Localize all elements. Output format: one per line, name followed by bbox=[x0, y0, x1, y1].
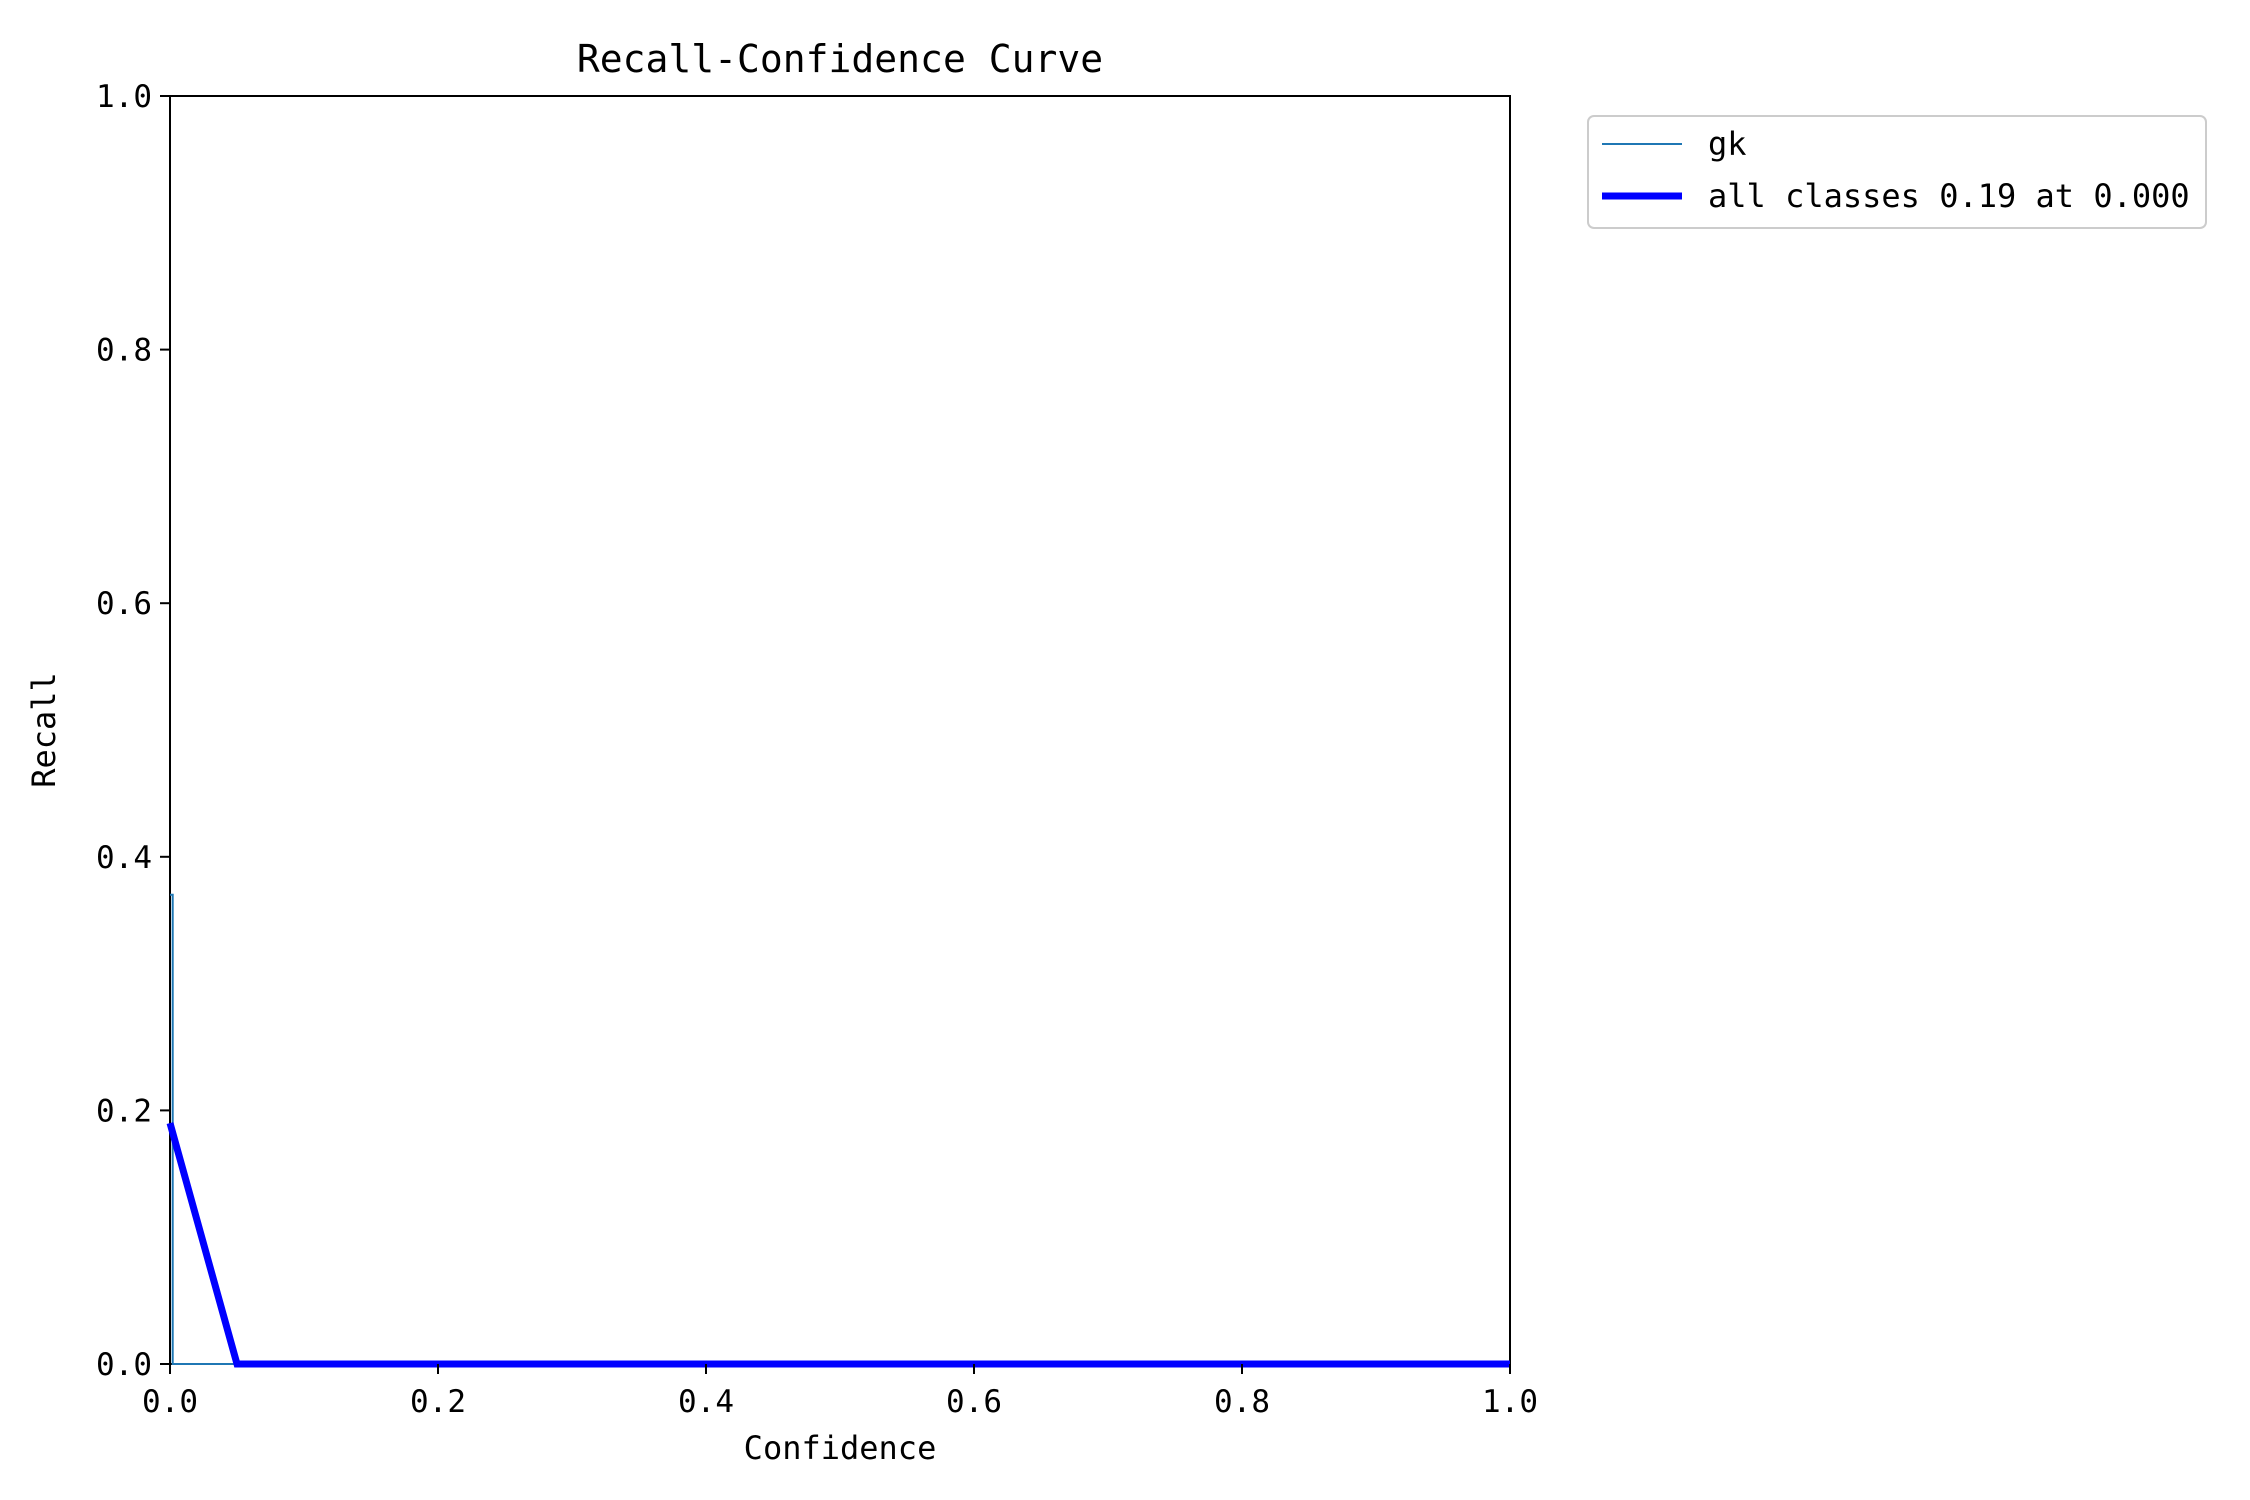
y-tick-label: 0.6 bbox=[96, 586, 152, 622]
x-tick-label: 0.0 bbox=[142, 1384, 198, 1420]
y-axis: 0.0 0.2 0.4 0.6 0.8 1.0 bbox=[96, 79, 170, 1383]
chart-title: Recall-Confidence Curve bbox=[577, 37, 1103, 81]
y-tick-label: 1.0 bbox=[96, 79, 152, 115]
x-axis: 0.0 0.2 0.4 0.6 0.8 1.0 bbox=[142, 1364, 1538, 1420]
x-tick-label: 0.2 bbox=[410, 1384, 466, 1420]
x-tick-label: 1.0 bbox=[1482, 1384, 1538, 1420]
legend-box bbox=[1587, 115, 2207, 229]
x-axis-title: Confidence bbox=[744, 1429, 937, 1467]
legend-label: gk bbox=[1708, 125, 1747, 163]
y-axis-title: Recall bbox=[25, 672, 63, 788]
y-tick-label: 0.8 bbox=[96, 333, 152, 369]
y-tick-label: 0.4 bbox=[96, 840, 152, 876]
x-tick-label: 0.6 bbox=[946, 1384, 1002, 1420]
y-tick-label: 0.2 bbox=[96, 1093, 152, 1129]
series-layer bbox=[166, 893, 1510, 1368]
series-line-all-classes bbox=[166, 1122, 1510, 1368]
legend: gk all classes 0.19 at 0.000 bbox=[1587, 115, 2207, 229]
legend-label: all classes 0.19 at 0.000 bbox=[1708, 177, 2190, 215]
x-tick-label: 0.8 bbox=[1214, 1384, 1270, 1420]
y-tick-label: 0.0 bbox=[96, 1347, 152, 1383]
x-tick-label: 0.4 bbox=[678, 1384, 734, 1420]
